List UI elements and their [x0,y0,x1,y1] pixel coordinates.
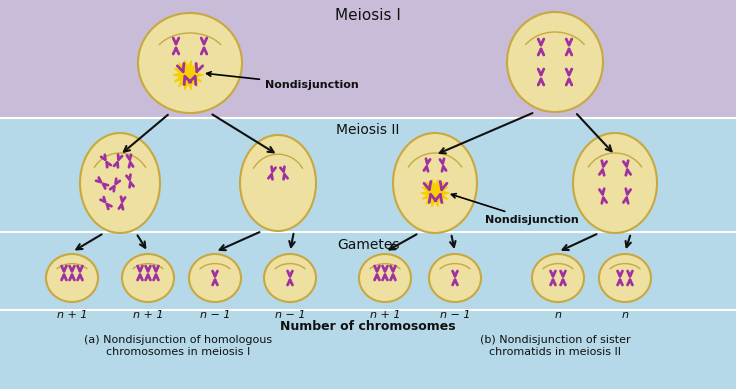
Ellipse shape [264,254,316,302]
Text: n: n [554,310,562,320]
Ellipse shape [359,254,411,302]
Ellipse shape [393,133,477,233]
Ellipse shape [240,135,316,231]
Ellipse shape [507,12,603,112]
Ellipse shape [189,254,241,302]
Text: n − 1: n − 1 [275,310,305,320]
Bar [0,118,736,389]
Ellipse shape [573,133,657,233]
Bar [0,0,736,118]
Polygon shape [173,60,203,89]
Text: Meiosis II: Meiosis II [336,123,400,137]
Text: Number of chromosomes: Number of chromosomes [280,320,456,333]
Ellipse shape [532,254,584,302]
Text: n + 1: n + 1 [132,310,163,320]
Text: (a) Nondisjunction of homologous
chromosomes in meiosis I: (a) Nondisjunction of homologous chromos… [84,335,272,357]
Text: Nondisjunction: Nondisjunction [451,194,578,225]
Text: (b) Nondisjunction of sister
chromatids in meiosis II: (b) Nondisjunction of sister chromatids … [480,335,630,357]
Ellipse shape [429,254,481,302]
Text: n: n [621,310,629,320]
Text: Nondisjunction: Nondisjunction [207,72,358,90]
Ellipse shape [599,254,651,302]
Ellipse shape [46,254,98,302]
Ellipse shape [122,254,174,302]
Polygon shape [421,179,449,207]
Text: n − 1: n − 1 [439,310,470,320]
Ellipse shape [138,13,242,113]
Text: Meiosis I: Meiosis I [335,8,401,23]
Text: Gametes: Gametes [337,238,399,252]
Text: n − 1: n − 1 [199,310,230,320]
Text: n + 1: n + 1 [57,310,88,320]
Ellipse shape [80,133,160,233]
Text: n + 1: n + 1 [369,310,400,320]
